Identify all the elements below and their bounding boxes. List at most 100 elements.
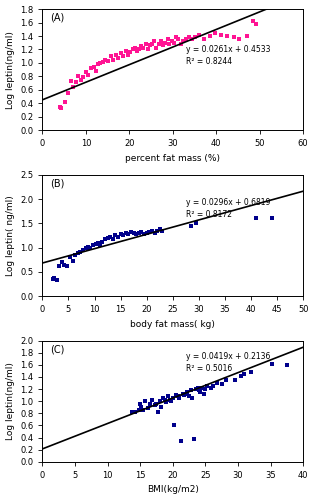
Point (71, 83, 76, 91)
Point (131, 229, 136, 237)
Point (57, 104, 62, 112)
Point (120, 52, 125, 60)
Point (147, 228, 152, 236)
Point (95, 238, 100, 246)
Point (59, 104, 64, 112)
Point (180, 390, 185, 398)
Point (73, 251, 78, 259)
Point (202, 36, 207, 44)
Point (165, 36, 170, 44)
Point (141, 406, 146, 414)
Text: (A): (A) (50, 12, 64, 22)
Point (196, 386, 201, 394)
Point (239, 372, 244, 380)
Point (148, 42, 153, 50)
Point (133, 408, 138, 416)
Point (139, 228, 144, 236)
Point (90, 241, 95, 249)
Point (128, 228, 133, 236)
Point (138, 400, 143, 408)
Point (126, 51, 131, 59)
Point (193, 34, 198, 42)
Point (284, 361, 289, 369)
Point (193, 385, 198, 393)
Point (114, 51, 119, 59)
Point (126, 230, 131, 238)
Point (88, 244, 93, 252)
Point (251, 17, 256, 25)
Point (161, 42, 166, 50)
Point (123, 229, 128, 237)
Y-axis label: Log leptin(ng/ml): Log leptin(ng/ml) (6, 362, 14, 440)
Point (174, 391, 179, 399)
Point (62, 261, 67, 269)
Point (135, 47, 140, 55)
Point (254, 214, 259, 222)
Point (60, 258, 65, 266)
Point (121, 231, 126, 239)
Point (136, 406, 141, 414)
Point (219, 380, 224, 388)
Point (211, 382, 216, 390)
Point (133, 44, 138, 52)
X-axis label: percent fat mass (%): percent fat mass (%) (125, 154, 220, 163)
Point (205, 382, 210, 390)
Point (214, 379, 219, 387)
Point (134, 230, 139, 238)
Point (81, 246, 86, 254)
Point (143, 397, 148, 405)
Point (80, 73, 85, 81)
Point (188, 222, 193, 230)
Point (100, 238, 105, 246)
Point (159, 404, 164, 411)
Point (188, 386, 193, 394)
Text: y = 0.0296x + 0.6819
R² = 0.8172: y = 0.0296x + 0.6819 R² = 0.8172 (186, 198, 270, 219)
Point (154, 226, 160, 234)
Point (118, 230, 123, 238)
Point (83, 244, 88, 252)
Point (190, 394, 195, 402)
Point (62, 98, 68, 106)
Point (180, 36, 185, 44)
Y-axis label: Log leptin(ng/ml): Log leptin(ng/ml) (6, 31, 14, 108)
Text: (C): (C) (50, 344, 65, 354)
Point (169, 397, 174, 405)
Point (159, 38, 164, 46)
Point (116, 54, 121, 62)
Point (178, 40, 183, 48)
Point (187, 34, 192, 42)
Point (198, 388, 203, 396)
Point (95, 60, 100, 68)
X-axis label: BMI(kg/m2): BMI(kg/m2) (147, 486, 199, 494)
Point (174, 34, 179, 42)
Point (97, 59, 102, 67)
Point (106, 57, 111, 65)
Point (136, 46, 141, 54)
Point (171, 39, 176, 47)
Point (170, 394, 175, 402)
Point (219, 32, 224, 40)
Point (269, 360, 274, 368)
Point (160, 394, 165, 402)
Point (70, 256, 75, 264)
Point (231, 34, 236, 42)
Point (85, 71, 90, 79)
Point (269, 214, 274, 222)
Point (91, 63, 96, 71)
Point (154, 400, 159, 408)
Point (176, 392, 181, 400)
Point (101, 58, 106, 66)
Point (156, 40, 161, 48)
Point (78, 76, 84, 84)
Point (123, 47, 128, 55)
Point (196, 30, 201, 38)
Point (183, 390, 188, 398)
Point (86, 242, 91, 250)
Text: y = 0.0261x + 0.4533
R² = 0.8244: y = 0.0261x + 0.4533 R² = 0.8244 (186, 45, 270, 66)
Point (145, 45, 150, 53)
Point (136, 229, 141, 237)
Point (167, 40, 172, 48)
Point (108, 233, 113, 241)
Point (195, 384, 200, 392)
X-axis label: body fat mass( kg): body fat mass( kg) (130, 320, 215, 328)
